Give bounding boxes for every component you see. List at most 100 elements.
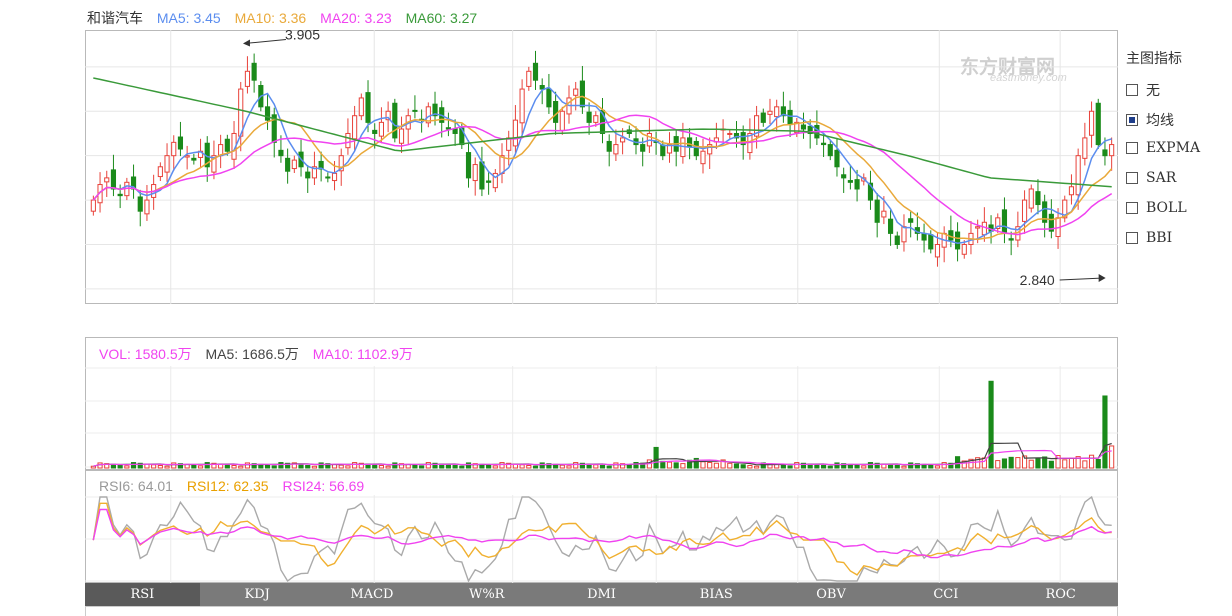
volume-bar xyxy=(700,461,706,469)
volume-bar xyxy=(499,462,505,469)
volume-bar xyxy=(90,465,96,469)
candle-body xyxy=(573,88,579,96)
volume-bar xyxy=(747,465,753,469)
volume-bar xyxy=(579,462,585,469)
candle-body xyxy=(1095,102,1101,146)
rsi-chart[interactable] xyxy=(85,495,1118,583)
volume-bar xyxy=(137,462,143,469)
candle-body xyxy=(954,231,961,250)
candle-body xyxy=(465,152,472,179)
volume-bar xyxy=(372,464,378,469)
candle-body xyxy=(546,88,552,108)
tab-obv[interactable]: OBV xyxy=(816,587,846,602)
candle-body xyxy=(539,85,545,90)
indicator-option[interactable]: SAR xyxy=(1126,170,1176,186)
volume-bar xyxy=(311,465,318,469)
tab-macd[interactable]: MACD xyxy=(350,587,394,602)
indicator-option-label: EXPMA xyxy=(1146,140,1201,156)
candle-body xyxy=(894,235,900,245)
volume-ma10-line xyxy=(93,449,1112,467)
candle-body xyxy=(251,62,257,81)
candle-body xyxy=(553,101,559,123)
volume-bar xyxy=(787,465,793,469)
indicator-option[interactable]: EXPMA xyxy=(1126,140,1200,156)
candle-body xyxy=(1088,110,1095,136)
volume-bar xyxy=(157,465,163,469)
volume-bar xyxy=(104,463,110,469)
volume-bar xyxy=(928,464,934,469)
candle-body xyxy=(874,199,880,223)
candle-body xyxy=(606,140,612,152)
volume-bar xyxy=(733,463,740,469)
candle-body xyxy=(1035,191,1041,206)
volume-bar xyxy=(693,457,699,469)
indicator-option[interactable]: 均线 xyxy=(1126,110,1174,130)
candle-body xyxy=(687,137,693,148)
candle-body xyxy=(452,128,458,134)
candle-body xyxy=(787,109,793,126)
candle-body xyxy=(613,144,619,155)
checkbox[interactable] xyxy=(1126,172,1138,184)
volume-chart[interactable] xyxy=(85,366,1118,470)
checkbox[interactable] xyxy=(1126,114,1138,126)
indicator-option[interactable]: BBI xyxy=(1126,230,1172,246)
volume-bar xyxy=(1075,456,1081,469)
volume-bar xyxy=(224,464,230,469)
candle-body xyxy=(1062,199,1068,219)
volume-bar xyxy=(398,463,405,469)
low-arrow-head xyxy=(1098,274,1106,283)
indicator-option[interactable]: BOLL xyxy=(1126,200,1187,216)
tab-dmi[interactable]: DMI xyxy=(587,587,616,602)
volume-bar xyxy=(653,446,659,469)
candle-body xyxy=(385,110,391,121)
candle-body xyxy=(392,102,398,139)
candle-body xyxy=(291,159,297,170)
volume-bar xyxy=(740,464,746,469)
volume-bar xyxy=(961,460,967,469)
volume-bar xyxy=(968,458,974,469)
candle-body xyxy=(841,174,847,179)
candle-body xyxy=(244,70,251,87)
volume-bar xyxy=(1028,459,1034,469)
ma60-legend: MA60: 3.27 xyxy=(405,10,478,26)
candle-body xyxy=(640,144,646,152)
volume-bar xyxy=(445,464,451,469)
volume-bar xyxy=(613,462,619,469)
candle-body xyxy=(285,157,291,172)
checkbox[interactable] xyxy=(1126,84,1138,96)
tab-kdj[interactable]: KDJ xyxy=(244,587,270,602)
volume-bar xyxy=(861,465,867,469)
volume-bar xyxy=(887,464,894,469)
tab-roc[interactable]: ROC xyxy=(1045,587,1076,602)
tab-bias[interactable]: BIAS xyxy=(699,587,733,602)
candle-body xyxy=(472,164,478,182)
low-value-label: 2.840 xyxy=(1020,272,1055,288)
bottom-bar xyxy=(85,606,1118,616)
candle-body xyxy=(264,106,271,121)
candle-body xyxy=(579,80,585,108)
checkbox[interactable] xyxy=(1126,232,1138,244)
volume-bar xyxy=(238,465,244,469)
candle-body xyxy=(1068,186,1075,196)
volume-bar xyxy=(191,464,197,469)
checkbox[interactable] xyxy=(1126,202,1138,214)
tab-rsi[interactable]: RSI xyxy=(85,583,200,606)
candle-body xyxy=(794,121,800,134)
checkbox[interactable] xyxy=(1126,142,1138,154)
volume-bar xyxy=(1055,455,1061,469)
candle-body xyxy=(1075,155,1081,196)
candle-body xyxy=(191,157,197,161)
rsi24-line xyxy=(92,508,1112,559)
rsi6-line xyxy=(92,495,1112,583)
volume-bar xyxy=(1068,457,1075,469)
tab-wpctr[interactable]: W%R xyxy=(468,587,505,602)
price-chart[interactable]: 3.905 2.840 xyxy=(85,30,1118,304)
volume-bar xyxy=(633,461,639,469)
candle-body xyxy=(211,155,217,173)
tab-cci[interactable]: CCI xyxy=(933,587,959,602)
candle-body xyxy=(827,144,833,157)
candle-body xyxy=(412,109,418,112)
indicator-option[interactable]: 无 xyxy=(1126,80,1160,100)
volume-bar xyxy=(1109,445,1115,469)
volume-bar xyxy=(1095,458,1101,469)
